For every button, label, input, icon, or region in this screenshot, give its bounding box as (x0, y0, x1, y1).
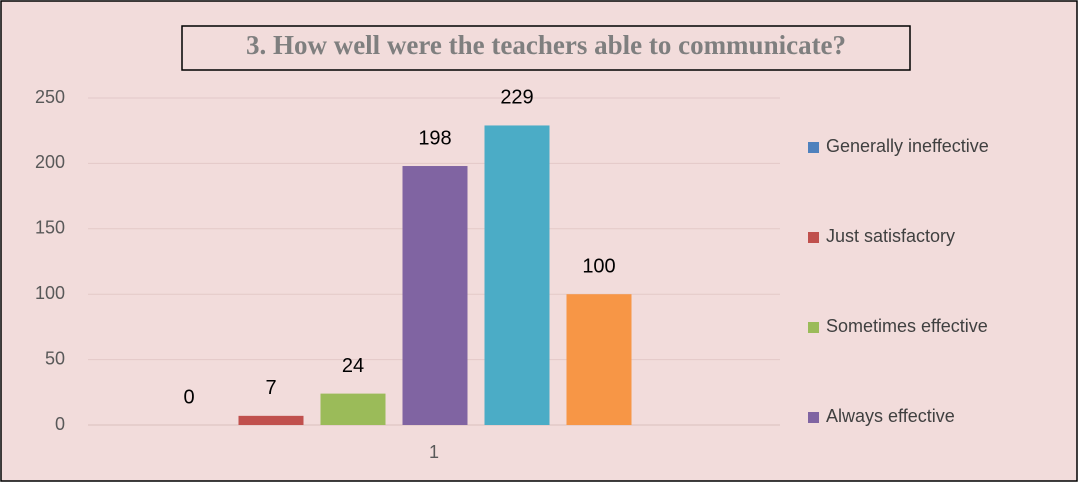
data-label: 229 (500, 87, 533, 109)
y-tick-label: 250 (35, 87, 65, 107)
y-tick-label: 100 (35, 283, 65, 303)
legend-label: Sometimes effective (826, 316, 988, 336)
bar (484, 125, 550, 425)
bar (566, 294, 632, 425)
y-tick-label: 200 (35, 152, 65, 172)
y-tick-label: 150 (35, 218, 65, 238)
title-box (181, 25, 911, 71)
data-label: 7 (265, 377, 276, 399)
data-label: 100 (582, 255, 615, 277)
chart-title: 3. How well were the teachers able to co… (246, 30, 846, 60)
x-tick-label: 1 (429, 442, 439, 462)
data-label: 24 (342, 355, 364, 377)
y-tick-label: 0 (55, 414, 65, 434)
legend-label: Just satisfactory (826, 226, 955, 246)
legend-swatch (808, 412, 819, 423)
bar (238, 415, 304, 425)
legend-label: Always effective (826, 406, 955, 426)
legend-swatch (808, 232, 819, 243)
y-tick-label: 50 (45, 348, 65, 368)
data-label: 198 (418, 127, 451, 149)
bar (402, 166, 468, 426)
legend-label: Generally ineffective (826, 136, 989, 156)
legend-swatch (808, 142, 819, 153)
bar (320, 393, 386, 425)
legend-swatch (808, 322, 819, 333)
data-label: 0 (183, 386, 194, 408)
